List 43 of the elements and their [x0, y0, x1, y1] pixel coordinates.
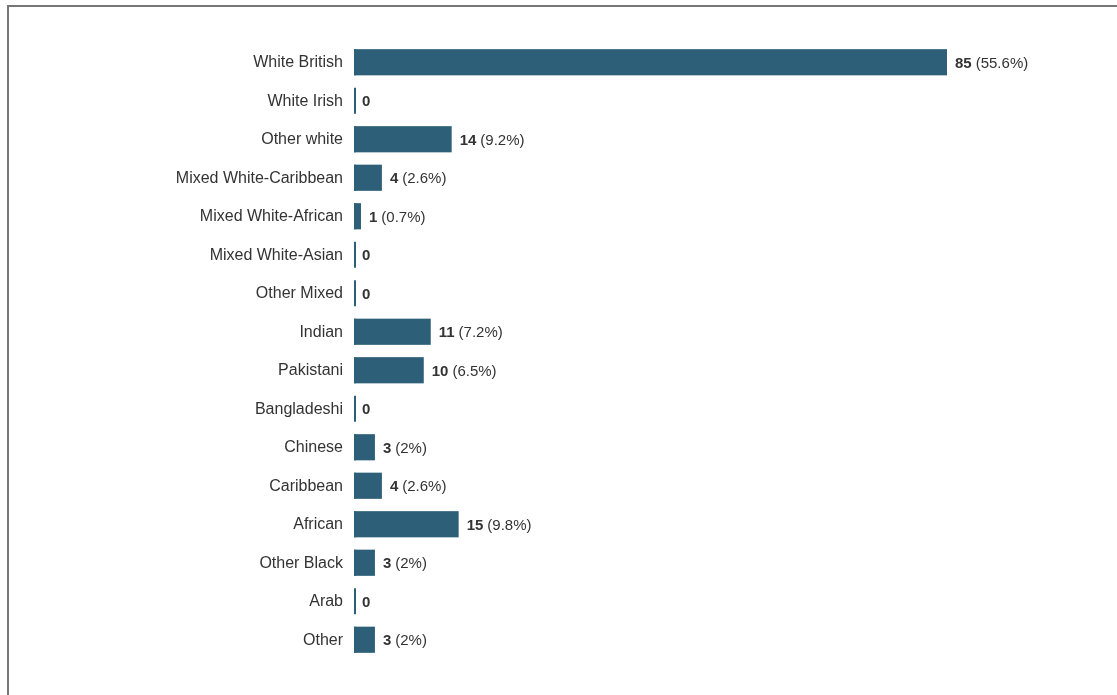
bar: [354, 357, 424, 384]
bar: [354, 126, 452, 153]
bar: [354, 164, 382, 191]
y-tick-label: Bangladeshi: [254, 399, 343, 417]
y-tick-label: Pakistani: [278, 361, 343, 379]
bar: [354, 318, 431, 345]
y-tick-label: Other Mixed: [255, 284, 343, 302]
data-label: 15 (9.8%): [466, 515, 532, 533]
data-label: 85 (55.6%): [955, 53, 1029, 71]
y-tick-label: Caribbean: [269, 476, 343, 494]
data-label: 0: [362, 592, 371, 610]
data-label: 11 (7.2%): [438, 323, 503, 340]
y-tick-label: Mixed White-African: [199, 207, 343, 225]
data-label: 3 (2%): [382, 438, 427, 456]
data-label: 4 (2.6%): [389, 169, 447, 186]
y-tick-label: Other white: [261, 130, 344, 148]
bar: [354, 549, 375, 576]
y-tick-label: Other: [302, 630, 344, 648]
y-tick-label: Other Black: [259, 553, 344, 571]
y-tick-label: Chinese: [284, 438, 344, 456]
y-tick-label: White British: [253, 53, 343, 71]
data-label: 4 (2.6%): [389, 477, 447, 494]
data-label: 10 (6.5%): [431, 361, 497, 379]
data-label: 0: [362, 400, 371, 417]
data-label: 3 (2%): [382, 631, 427, 648]
data-label: 0: [362, 246, 371, 263]
bar: [354, 511, 459, 538]
data-label: 14 (9.2%): [459, 130, 525, 148]
y-tick-label: African: [293, 515, 343, 533]
bar: [354, 49, 947, 76]
bar: [354, 626, 375, 653]
y-tick-label: White Irish: [267, 91, 343, 109]
y-tick-label: Mixed White-Asian: [209, 245, 343, 263]
y-tick-label: Indian: [299, 322, 343, 340]
data-label: 1 (0.7%): [368, 207, 426, 225]
bar: [354, 203, 361, 230]
y-tick-label: Arab: [309, 592, 344, 610]
data-label: 0: [362, 284, 371, 302]
data-label: 0: [362, 92, 371, 109]
data-label: 3 (2%): [382, 554, 427, 571]
bar: [354, 434, 375, 461]
y-tick-label: Mixed White-Caribbean: [175, 168, 343, 186]
bar: [354, 472, 382, 499]
